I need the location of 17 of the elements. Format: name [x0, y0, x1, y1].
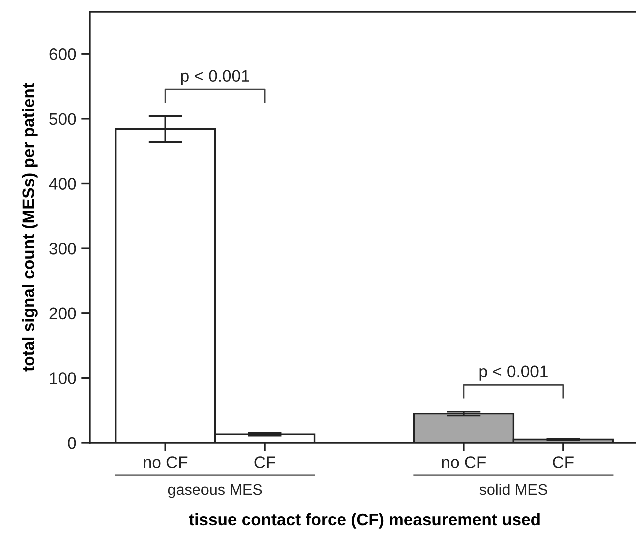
- y-tick-label: 100: [50, 372, 76, 384]
- y-tick-label: 200: [50, 308, 76, 320]
- annotation: p < 0.001: [181, 70, 250, 86]
- x-axis-title: tissue contact force (CF) measurement used: [189, 513, 540, 529]
- y-tick-label: 300: [50, 242, 76, 255]
- x-tick-label: no CF: [442, 456, 486, 468]
- x-tick-label: CF: [553, 456, 574, 468]
- x-tick-label: no CF: [144, 456, 188, 468]
- x-tick-label: CF: [254, 456, 276, 468]
- y-tick-label: 600: [50, 48, 76, 60]
- text: solid MES: [480, 484, 548, 496]
- text: gaseous MES: [168, 484, 262, 498]
- y-tick-label: 400: [49, 178, 76, 190]
- y-axis-title: total signal count (MESs) per patient: [22, 83, 38, 372]
- y-tick-label: 500: [50, 113, 76, 126]
- y-tick-label: 0: [68, 437, 76, 450]
- annotation: p < 0.001: [480, 366, 548, 381]
